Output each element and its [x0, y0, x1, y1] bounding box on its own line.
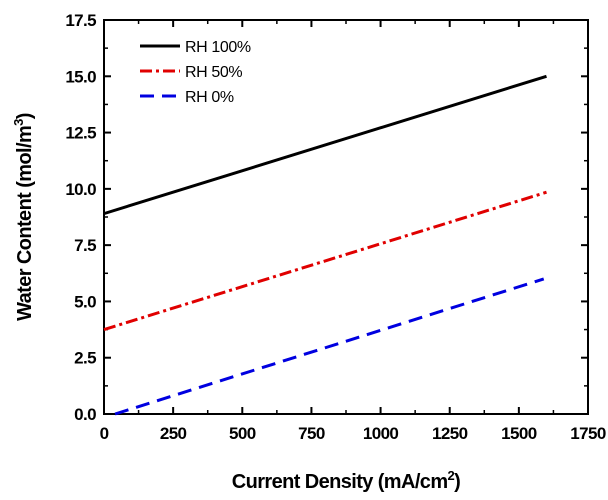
series-line-0	[103, 74, 547, 216]
plot-frame	[103, 19, 589, 415]
x-tick-label: 1000	[363, 424, 399, 443]
x-axis-title: Current Density (mA/cm2)	[232, 468, 460, 493]
y-tick-label: 10.0	[65, 180, 96, 199]
legend-label-2: RH 0%	[185, 89, 234, 106]
y-tick-label: 17.5	[65, 11, 96, 30]
x-tick-label: 1250	[432, 424, 468, 443]
x-tick-label: 1750	[570, 424, 606, 443]
x-tick-label: 250	[160, 424, 187, 443]
legend: RH 100% RH 50% RH 0%	[140, 39, 251, 106]
x-axis-ticks: 0 250 500 750 1000 1250 1500 1750	[100, 20, 606, 443]
y-tick-label: 12.5	[65, 124, 96, 143]
series-line-2	[114, 277, 545, 416]
x-tick-label: 750	[298, 424, 325, 443]
x-tick-label: 1500	[501, 424, 537, 443]
data-series	[103, 74, 547, 416]
series-line-1	[103, 190, 547, 332]
y-tick-label: 2.5	[74, 349, 96, 368]
y-tick-label: 0.0	[74, 405, 96, 424]
y-axis-ticks: 0.0 2.5 5.0 7.5 10.0 12.5 15.0 17.5	[65, 11, 588, 424]
y-tick-label: 7.5	[74, 236, 96, 255]
legend-label-1: RH 50%	[185, 64, 242, 81]
y-tick-label: 5.0	[74, 292, 96, 311]
x-tick-label: 500	[229, 424, 256, 443]
y-axis-title: Water Content (mol/m3)	[11, 113, 36, 321]
legend-label-0: RH 100%	[185, 39, 251, 56]
y-tick-label: 15.0	[65, 67, 96, 86]
x-tick-label: 0	[100, 424, 109, 443]
